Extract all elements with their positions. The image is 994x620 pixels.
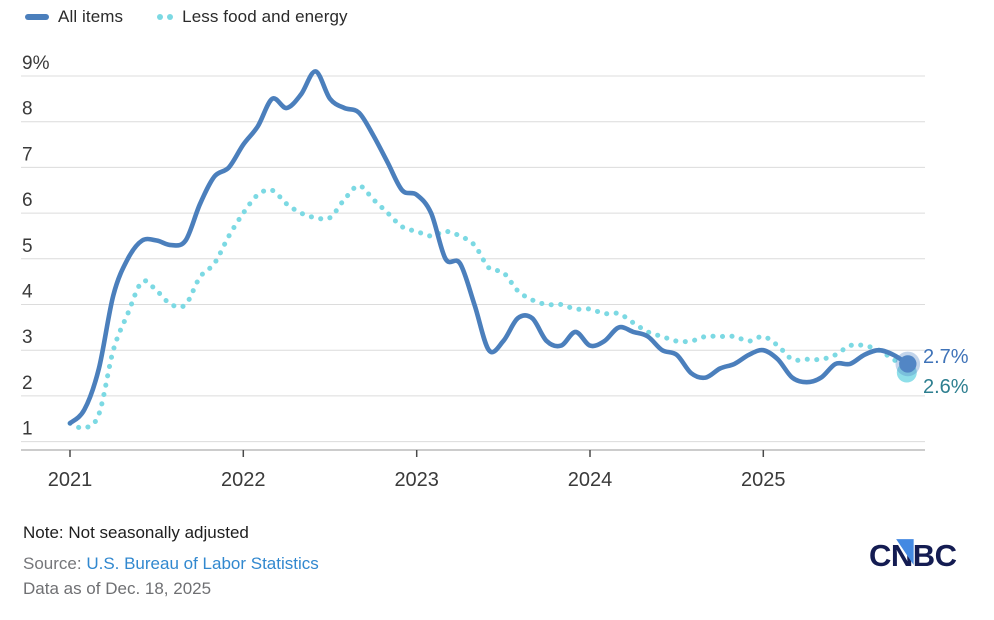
series-line-less-food-energy	[67, 183, 911, 431]
y-axis-label: 7	[22, 144, 33, 165]
x-axis-label: 2023	[394, 469, 439, 491]
source-link[interactable]: U.S. Bureau of Labor Statistics	[86, 554, 319, 573]
y-axis-label: 9%	[22, 53, 50, 74]
less-food-energy-dots-swatch	[157, 14, 174, 20]
series-line-all-items	[67, 69, 911, 426]
end-label-all-items: 2.7%	[923, 346, 969, 368]
y-axis-label: 5	[22, 236, 33, 257]
legend-item-less-food-energy: Less food and energy	[157, 7, 348, 27]
y-axis-label: 6	[22, 190, 33, 211]
source-prefix: Source:	[23, 554, 87, 573]
chart-note: Note: Not seasonally adjusted	[23, 523, 249, 542]
y-axis-label: 3	[22, 327, 33, 348]
x-axis-label: 2022	[221, 469, 266, 491]
legend-label-less-food-energy: Less food and energy	[182, 7, 348, 26]
all-items-line-swatch	[25, 14, 49, 20]
y-axis-label: 2	[22, 373, 33, 394]
y-axis-label: 4	[22, 282, 33, 303]
legend-item-all-items: All items	[25, 7, 123, 27]
y-axis-label: 8	[22, 99, 33, 120]
end-label-less-food-energy: 2.6%	[923, 376, 969, 398]
chart-source: Source: U.S. Bureau of Labor Statistics	[23, 554, 319, 574]
x-axis-label: 2021	[48, 469, 93, 491]
x-axis-label: 2024	[568, 469, 613, 491]
cnbc-logo: C N BC	[869, 538, 957, 574]
chart-legend: All items Less food and energy	[25, 7, 348, 27]
y-axis-label: 1	[22, 419, 33, 440]
logo-letter-n: N	[891, 538, 914, 574]
logo-letters-bc: BC	[912, 538, 957, 573]
end-dot-all-items	[899, 355, 917, 373]
logo-letter-c: C	[869, 538, 891, 573]
cpi-line-chart: 9% 8 7 6 5 4 3 2 1 2021 2022 2023 2024 2025 2.7% 2.6%	[21, 53, 969, 491]
x-axis-label: 2025	[741, 469, 786, 491]
data-as-of: Data as of Dec. 18, 2025	[23, 579, 212, 598]
legend-label-all-items: All items	[58, 7, 124, 26]
